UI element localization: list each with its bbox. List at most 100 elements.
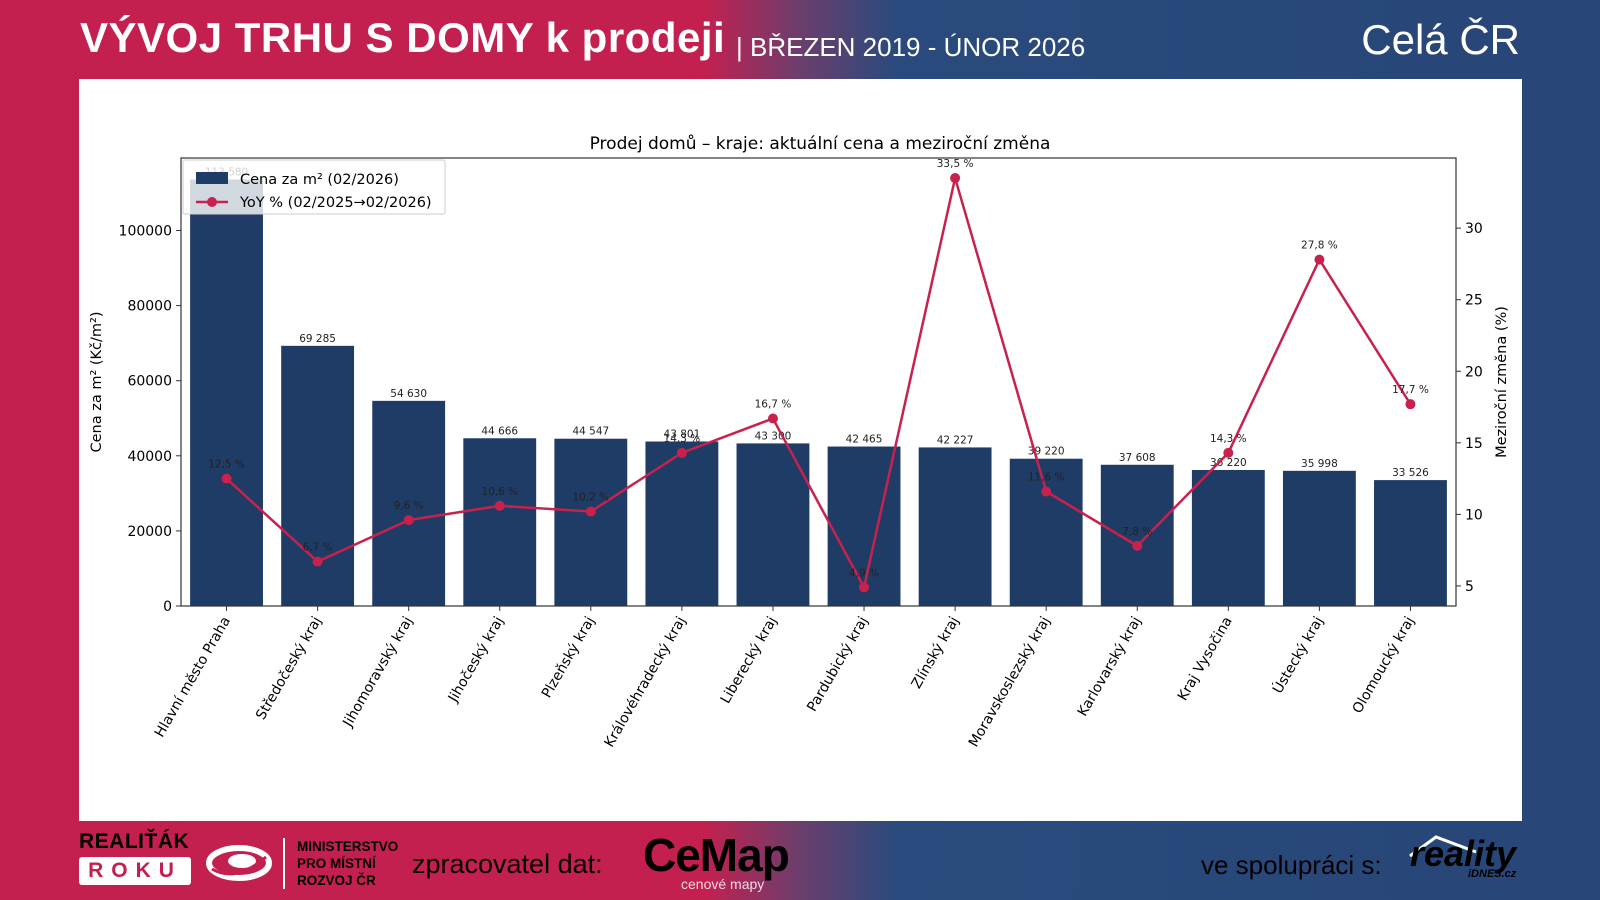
x-tick-label: Liberecký kraj xyxy=(718,614,781,707)
legend: Cena za m² (02/2026) YoY % (02/2025→02/2… xyxy=(182,159,446,215)
yoy-point xyxy=(585,506,596,517)
y2-axis-label: Meziroční změna (%) xyxy=(1494,306,1510,458)
yoy-point xyxy=(1314,254,1325,265)
y-tick-label: 100000 xyxy=(119,223,172,239)
x-tick-label: Královéhradecký kraj xyxy=(602,614,690,750)
bar xyxy=(372,400,446,606)
bar xyxy=(736,443,810,606)
yoy-point xyxy=(403,515,414,526)
yoy-point xyxy=(1223,447,1234,458)
legend-bar-label: Cena za m² (02/2026) xyxy=(240,172,399,188)
x-tick-label: Moravskoslezský kraj xyxy=(966,614,1054,750)
bar xyxy=(554,438,628,606)
y-tick-label: 60000 xyxy=(127,374,172,390)
bar-value-label: 54 630 xyxy=(390,388,427,400)
yoy-value-label: 7,8 % xyxy=(1122,526,1152,538)
yoy-point xyxy=(221,473,232,484)
header: VÝVOJ TRHU S DOMY k prodeji | BŘEZEN 201… xyxy=(0,0,1600,80)
yoy-value-label: 9,6 % xyxy=(394,500,424,512)
period-subtitle: | BŘEZEN 2019 - ÚNOR 2026 xyxy=(736,32,1086,62)
x-tick-label: Hlavní město Praha xyxy=(152,614,234,740)
bar-value-label: 43 801 xyxy=(664,429,701,441)
bar-value-label: 44 666 xyxy=(481,425,518,437)
ministry-logo-icon xyxy=(206,845,272,881)
yoy-value-label: 14,3 % xyxy=(664,433,701,445)
house-roof-icon xyxy=(1409,835,1477,858)
x-tick-label: Jihočeský kraj xyxy=(445,614,507,706)
y-tick-label: 80000 xyxy=(127,299,172,315)
bar-value-label: 37 608 xyxy=(1119,452,1156,464)
partner-label: ve spolupráci s: xyxy=(1201,850,1382,880)
bar-value-label: 33 526 xyxy=(1392,467,1429,479)
yoy-point xyxy=(1041,486,1052,497)
award-subtitle: ROKU xyxy=(79,857,191,885)
yoy-value-label: 4,9 % xyxy=(849,567,879,579)
y-tick-label: 0 xyxy=(163,599,172,615)
reality-logo: reality iDNES.cz xyxy=(1410,833,1517,881)
yoy-line xyxy=(225,177,1412,591)
ministry-line-3: ROZVOJ ČR xyxy=(297,873,376,888)
yoy-value-label: 17,7 % xyxy=(1392,384,1429,396)
cemap-logo: CeMap cenové mapy xyxy=(643,829,790,892)
plot-frame xyxy=(180,157,1457,607)
region-label: Celá ČR xyxy=(1361,16,1520,63)
bar-value-label: 44 547 xyxy=(572,426,609,438)
legend-line-marker xyxy=(207,197,217,207)
yoy-value-label: 14,3 % xyxy=(1210,433,1247,445)
x-tick-label: Pardubický kraj xyxy=(804,614,871,715)
x-tick-label: Ústecký kraj xyxy=(1268,613,1327,697)
yoy-point xyxy=(767,413,778,424)
page-title: VÝVOJ TRHU S DOMY k prodeji xyxy=(80,14,726,61)
yoy-point xyxy=(1405,399,1416,410)
cemap-name: CeMap xyxy=(643,829,790,881)
yoy-point xyxy=(676,447,687,458)
y2-tick-label: 15 xyxy=(1465,436,1483,452)
x-tick-label: Karlovarský kraj xyxy=(1075,614,1145,719)
bar xyxy=(1191,469,1265,606)
y-axis-label: Cena za m² (Kč/m²) xyxy=(89,312,105,453)
reality-name: reality xyxy=(1410,833,1517,874)
reality-subtitle: iDNES.cz xyxy=(1468,868,1517,880)
bar-value-label: 39 220 xyxy=(1028,446,1065,458)
y2-tick-label: 20 xyxy=(1465,364,1483,380)
y-tick-label: 20000 xyxy=(127,524,172,540)
bar xyxy=(1374,480,1447,606)
yoy-point xyxy=(859,582,870,593)
yoy-value-label: 6,7 % xyxy=(303,542,333,554)
y2-tick-label: 30 xyxy=(1465,221,1483,237)
y-tick-label: 40000 xyxy=(127,449,172,465)
bar xyxy=(645,441,719,606)
ministry-line-2: PRO MÍSTNÍ xyxy=(297,856,376,871)
x-tick-label: Zlínský kraj xyxy=(909,614,963,691)
y2-tick-label: 25 xyxy=(1465,293,1483,309)
yoy-value-label: 10,6 % xyxy=(481,486,518,498)
award-title: REALIŤÁK xyxy=(79,830,190,853)
bar xyxy=(918,447,992,606)
yoy-value-label: 11,6 % xyxy=(1028,471,1065,483)
yoy-point xyxy=(1132,540,1143,551)
y2-tick-label: 10 xyxy=(1465,507,1483,523)
ministry-name: MINISTERSTVO PRO MÍSTNÍ ROZVOJ ČR xyxy=(283,838,398,889)
cemap-subtitle: cenové mapy xyxy=(681,876,765,892)
legend-line-label: YoY % (02/2025→02/2026) xyxy=(239,195,432,211)
bar-value-label: 69 285 xyxy=(299,333,336,345)
x-tick-label: Olomoucký kraj xyxy=(1350,614,1418,716)
x-tick-label: Plzeňský kraj xyxy=(539,614,598,701)
yoy-value-label: 27,8 % xyxy=(1301,240,1338,252)
legend-box xyxy=(182,159,446,215)
bar xyxy=(190,179,263,606)
yoy-value-label: 33,5 % xyxy=(937,158,974,170)
bars-group xyxy=(190,179,1447,606)
x-tick-label: Kraj Vysočina xyxy=(1175,614,1236,704)
chart-title: Prodej domů – kraje: aktuální cena a mez… xyxy=(590,134,1051,154)
bar-value-label: 35 998 xyxy=(1301,458,1338,470)
award-badge: REALIŤÁK ROKU xyxy=(79,830,191,885)
bar xyxy=(1282,470,1356,606)
processor-label: zpracovatel dat: xyxy=(412,849,603,879)
x-tick-label: Středočeský kraj xyxy=(253,614,325,723)
bar xyxy=(1100,464,1174,606)
yoy-point xyxy=(494,500,505,511)
bar-value-label: 42 465 xyxy=(846,434,883,446)
yoy-line-group: 12,5 % 6,7 % 9,6 % 10,6 % 10,2 % 14,3 % 16,7 %… xyxy=(208,158,1429,593)
